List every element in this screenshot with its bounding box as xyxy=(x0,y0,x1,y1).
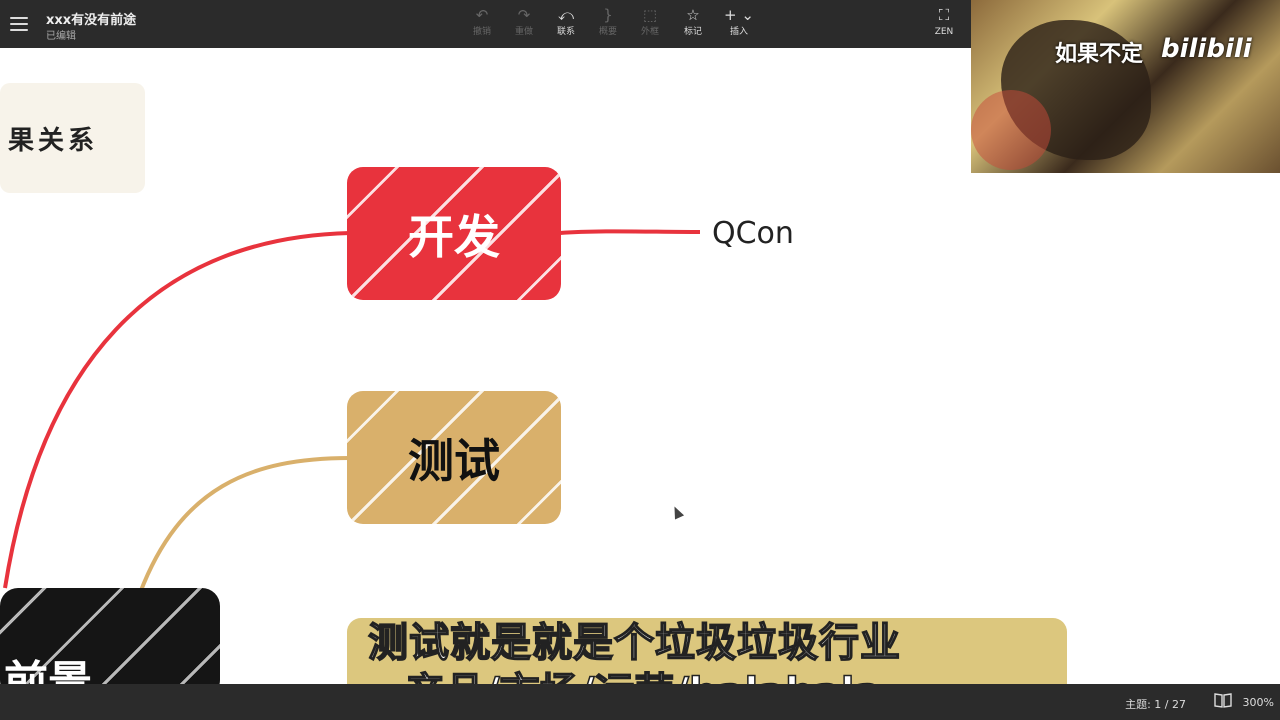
video-watermark: 如果不定 xyxy=(1055,42,1144,67)
frame-icon: ⬚ xyxy=(642,6,658,24)
subtopic-qcon[interactable]: QCon xyxy=(712,216,794,251)
redo-button[interactable]: ↷ 重做 xyxy=(502,6,546,42)
undo-button[interactable]: ↶ 撤销 xyxy=(460,6,504,42)
star-icon: ☆ xyxy=(686,6,700,24)
boundary-button[interactable]: ⬚ 外框 xyxy=(628,6,672,42)
subtitle-line-2: 产品/市场/运营/balabala xyxy=(404,660,882,684)
webcam-blur xyxy=(971,90,1051,170)
partial-topic-node[interactable] xyxy=(0,83,145,193)
dev-branch-line xyxy=(3,231,351,589)
topic-label-dev: 开发 xyxy=(408,209,500,264)
summary-icon: } xyxy=(603,6,613,24)
topic-node-dev[interactable]: 开发 xyxy=(347,167,561,300)
summary-button[interactable]: } 概要 xyxy=(586,6,630,42)
topic-count: 主题: 1 / 27 xyxy=(1125,698,1186,711)
topic-label-test: 测试 xyxy=(408,433,500,488)
status-bar: 主题: 1 / 27 300% xyxy=(0,684,1280,720)
mindmap-canvas[interactable]: 果关系 开发 QCon 测试 前景 测试就是就是个垃圾垃圾行业 产品/市场/运营… xyxy=(0,48,1280,684)
relationship-button[interactable]: ⤺ 联系 xyxy=(544,6,588,42)
fullscreen-icon: ⛶ xyxy=(938,6,950,24)
insert-button[interactable]: + ⌄ 插入 xyxy=(717,6,761,42)
central-topic-node[interactable]: 前景 xyxy=(0,588,220,684)
hamburger-menu-icon[interactable] xyxy=(10,13,28,35)
partial-topic-label: 果关系 xyxy=(8,126,99,156)
document-title[interactable]: xxx有没有前途 xyxy=(46,13,137,28)
zen-mode-button[interactable]: ⛶ ZEN xyxy=(922,6,966,42)
qcon-branch-line xyxy=(559,229,701,235)
mindmap-connectors xyxy=(3,229,701,594)
test-branch-line xyxy=(138,456,351,594)
link-icon: ⤺ xyxy=(557,6,575,24)
redo-icon: ↷ xyxy=(517,6,531,24)
topic-node-other[interactable] xyxy=(347,618,1067,684)
outline-book-icon[interactable] xyxy=(1214,692,1232,708)
zoom-level[interactable]: 300% xyxy=(1242,696,1274,709)
plus-icon: + ⌄ xyxy=(724,6,754,24)
subtitle-line-1: 测试就是就是个垃圾垃圾行业 xyxy=(367,619,901,667)
marker-button[interactable]: ☆ 标记 xyxy=(671,6,715,42)
undo-icon: ↶ xyxy=(475,6,489,24)
webcam-overlay: 如果不定 bilibili xyxy=(971,0,1280,173)
edit-status: 已编辑 xyxy=(46,31,76,42)
bilibili-logo: bilibili xyxy=(1161,34,1252,64)
topic-node-test[interactable]: 测试 xyxy=(347,391,561,524)
central-topic-label: 前景 xyxy=(4,657,92,684)
